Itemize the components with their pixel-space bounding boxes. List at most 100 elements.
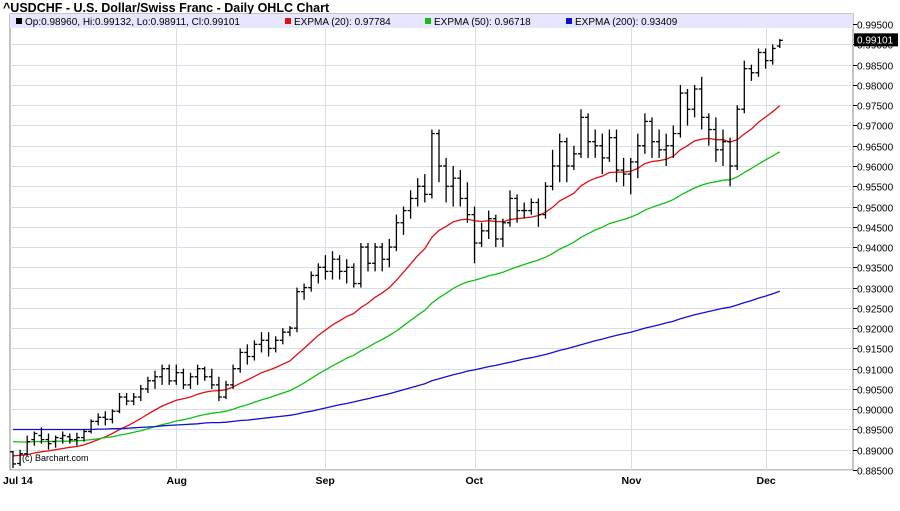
ohlc-bar: [613, 129, 620, 183]
ohlc-bar: [670, 125, 677, 158]
ohlc-bar: [109, 409, 116, 424]
ohlc-bar: [585, 113, 592, 158]
ohlc-bar: [123, 392, 130, 406]
y-tick-label: 0.88500: [857, 467, 894, 478]
ohlc-bar: [258, 332, 265, 353]
ohlc-bar: [755, 48, 762, 77]
ohlc-bar: [649, 117, 655, 158]
last-price-background: [854, 33, 898, 47]
last-price-label: 0.99101: [857, 35, 894, 46]
ohlc-bar: [208, 368, 215, 389]
ohlc-bar: [656, 129, 663, 158]
ohlc-bar: [315, 263, 322, 284]
ema20-line: [12, 105, 781, 457]
ohlc-bar: [343, 259, 350, 284]
ohlc-bar: [17, 449, 24, 466]
ohlc-bar: [386, 238, 393, 268]
y-tick-label: 0.94500: [857, 224, 894, 235]
y-tick-label: 0.91500: [857, 345, 894, 356]
y-tick-label: 0.93500: [857, 264, 894, 275]
ohlc-bar: [620, 157, 627, 187]
ohlc-bar: [521, 202, 528, 219]
ohlc-bar: [180, 368, 187, 389]
y-tick-label: 0.98000: [857, 82, 894, 93]
ohlc-bar: [578, 109, 584, 158]
y-tick-label: 0.93000: [857, 285, 894, 296]
moving-average-lines: [12, 105, 781, 457]
y-tick-label: 0.90000: [857, 406, 894, 417]
y-tick-label: 0.97500: [857, 102, 894, 113]
ohlc-bar: [471, 206, 478, 264]
ohlc-bar: [393, 214, 400, 252]
ohlc-bar: [301, 283, 308, 300]
legend-swatch-ema50: [425, 18, 431, 24]
x-axis: Jul 14 Aug Sep Oct Nov Dec: [3, 475, 776, 487]
legend-swatch-ema20: [285, 18, 291, 24]
ohlc-bar: [251, 340, 258, 361]
legend-ema50: EXPMA (50): 0.96718: [434, 17, 531, 28]
ohlc-bar: [102, 411, 109, 426]
y-axis: 0.88500 0.89000 0.89500 0.90000 0.90500 0.910…: [853, 21, 894, 478]
ohlc-bar: [73, 432, 80, 446]
y-tick-label: 0.96500: [857, 143, 894, 154]
ohlc-bar: [556, 133, 563, 183]
chart-title: ^USDCHF - U.S. Dollar/Swiss Franc - Dail…: [3, 1, 330, 15]
y-tick-label: 0.96000: [857, 163, 894, 174]
ohlc-bar: [776, 39, 783, 49]
y-tick-label: 0.98500: [857, 62, 894, 73]
ohlc-bar: [663, 133, 670, 166]
y-tick-label: 0.91000: [857, 366, 894, 377]
x-tick-label: Sep: [316, 475, 335, 487]
ohlc-bar: [407, 190, 414, 219]
y-tick-label: 0.95500: [857, 183, 894, 194]
ohlc-bar: [130, 392, 137, 406]
ohlc-bar: [727, 137, 734, 187]
ohlc-bar: [279, 328, 286, 345]
ohlc-bar: [535, 198, 542, 227]
ohlc-bar: [464, 182, 471, 223]
ohlc-bar: [492, 214, 499, 248]
plot-frame: [9, 13, 854, 471]
ohlc-bar: [329, 251, 336, 280]
ohlc-bar: [45, 433, 52, 450]
ohlc-bar: [24, 435, 31, 456]
legend-swatch-ema200: [566, 18, 572, 24]
ohlc-bar: [641, 113, 648, 154]
ohlc-bar: [223, 380, 229, 400]
ohlc-bar: [592, 129, 599, 158]
ohlc-bar: [734, 105, 741, 171]
ohlc-bar: [478, 222, 485, 248]
ohlc-bar: [436, 129, 442, 183]
ohlc-bar: [215, 376, 222, 402]
legend-ohlc: Op:0.98960, Hi:0.99132, Lo:0.98911, Cl:0…: [25, 17, 240, 28]
ohlc-bar: [627, 157, 634, 195]
ohlc-bar: [38, 427, 45, 444]
last-price-tag: 0.99101: [854, 33, 898, 47]
x-tick-label: Dec: [757, 475, 776, 487]
ohlc-bar: [265, 332, 272, 357]
ohlc-bar: [606, 129, 613, 162]
y-tick-label: 0.89000: [857, 447, 894, 458]
ohlc-bar: [88, 419, 95, 434]
ohlc-bar: [159, 364, 166, 385]
ohlc-bar: [336, 255, 343, 280]
ohlc-bar: [677, 84, 684, 138]
ohlc-bar: [272, 336, 279, 353]
y-tick-label: 0.95000: [857, 204, 894, 215]
ohlc-bar: [166, 364, 173, 385]
legend-swatch-ohlc: [16, 18, 22, 24]
chart-credit: (c) Barchart.com: [22, 453, 89, 463]
y-tick-label: 0.99500: [857, 21, 894, 32]
ohlc-bar: [705, 113, 712, 146]
ohlc-bar: [421, 174, 428, 203]
ohlc-bar: [528, 198, 535, 215]
ohlc-bar: [173, 364, 180, 385]
ohlc-bar: [81, 429, 87, 442]
ohlc-bar: [308, 271, 315, 292]
x-tick-label: Aug: [167, 475, 187, 487]
ohlc-bar: [144, 376, 151, 393]
ohlc-bar: [400, 206, 407, 235]
ohlc-bar: [95, 413, 102, 426]
ohlc-bar: [201, 366, 208, 381]
